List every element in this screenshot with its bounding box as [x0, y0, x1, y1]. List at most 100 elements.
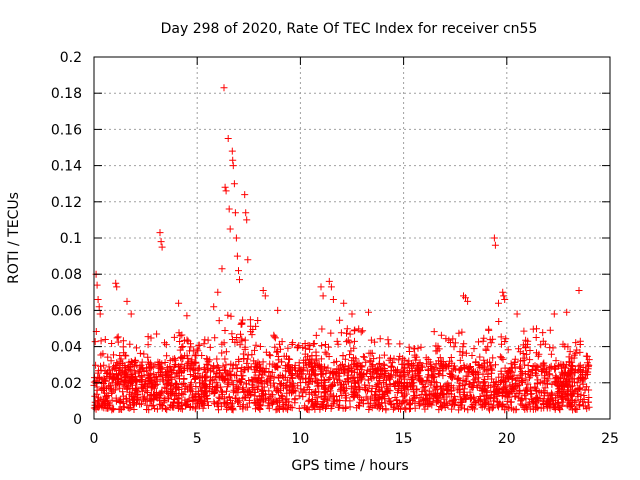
data-point — [525, 399, 533, 407]
data-point — [126, 340, 134, 348]
data-point — [98, 376, 106, 384]
data-point — [346, 351, 353, 359]
data-point — [534, 352, 542, 360]
data-point — [327, 329, 335, 337]
data-point — [161, 395, 169, 402]
x-tick-labels: 0 5 10 15 20 25 — [90, 431, 619, 447]
data-point — [479, 400, 487, 408]
data-point — [532, 334, 540, 341]
data-point — [268, 368, 276, 376]
data-point — [385, 340, 393, 348]
axis-ticks — [93, 56, 611, 420]
data-point — [432, 392, 439, 400]
data-point — [239, 384, 247, 392]
data-point — [382, 376, 390, 384]
data-point — [343, 325, 351, 333]
data-point — [447, 371, 455, 378]
data-point — [382, 382, 390, 390]
data-point — [108, 406, 116, 414]
data-point — [133, 395, 141, 403]
data-point — [116, 364, 124, 372]
data-point — [573, 346, 581, 354]
data-point — [422, 395, 430, 403]
data-point — [133, 385, 141, 393]
data-point — [562, 364, 569, 372]
data-point — [521, 361, 529, 369]
data-point — [476, 393, 484, 400]
data-point — [304, 397, 312, 405]
data-point — [323, 396, 331, 404]
data-point — [370, 355, 378, 363]
data-point — [469, 393, 477, 401]
data-point — [447, 387, 455, 395]
data-point — [552, 377, 560, 385]
data-point — [158, 365, 166, 373]
data-point — [499, 373, 507, 381]
data-point — [352, 355, 360, 363]
data-point — [475, 378, 483, 386]
data-point — [524, 380, 532, 388]
data-point — [241, 336, 249, 344]
data-point — [138, 376, 146, 384]
data-point — [300, 356, 308, 364]
data-point — [364, 376, 372, 384]
data-point — [563, 308, 571, 316]
data-point — [243, 380, 250, 388]
data-point — [139, 393, 147, 401]
data-point — [169, 366, 177, 374]
data-point — [297, 385, 305, 393]
y-tick-label: 0.06 — [51, 303, 82, 319]
data-point — [322, 341, 329, 348]
data-point — [539, 399, 547, 407]
data-point — [329, 381, 337, 389]
data-point — [449, 335, 457, 343]
data-point — [499, 403, 507, 410]
data-point — [516, 348, 524, 356]
data-point — [373, 381, 381, 389]
data-point — [336, 387, 344, 395]
data-point — [410, 345, 418, 353]
data-point — [116, 357, 124, 365]
data-point — [395, 356, 403, 364]
data-point — [376, 335, 384, 343]
data-point — [187, 343, 195, 351]
data-point — [366, 399, 374, 407]
data-point — [569, 375, 577, 383]
data-point — [326, 387, 334, 395]
data-point — [403, 398, 411, 406]
data-point — [480, 334, 488, 342]
data-point — [286, 366, 294, 374]
data-point — [531, 384, 539, 392]
data-point — [492, 361, 499, 369]
data-point — [351, 326, 359, 334]
data-point — [470, 345, 478, 353]
data-point — [480, 356, 488, 364]
data-point — [583, 359, 591, 367]
data-point — [289, 380, 297, 388]
data-point — [394, 366, 401, 374]
data-point — [565, 353, 573, 361]
data-point — [214, 288, 222, 296]
data-point — [189, 365, 197, 373]
data-point — [461, 405, 468, 413]
data-point — [311, 391, 319, 399]
data-point — [276, 371, 284, 379]
data-point — [175, 299, 183, 307]
data-point — [374, 370, 382, 378]
data-point — [239, 316, 247, 324]
data-point — [401, 379, 409, 387]
data-point — [435, 370, 443, 378]
data-point — [144, 371, 152, 379]
data-point — [390, 380, 398, 388]
data-point — [501, 364, 509, 372]
data-point — [229, 162, 237, 170]
data-point — [366, 367, 374, 375]
data-point — [238, 319, 246, 327]
data-point — [394, 378, 401, 386]
data-point — [254, 385, 261, 393]
data-point — [585, 403, 593, 411]
data-point — [240, 366, 248, 374]
data-point — [338, 392, 346, 399]
data-point — [325, 376, 333, 383]
data-point — [396, 340, 404, 348]
